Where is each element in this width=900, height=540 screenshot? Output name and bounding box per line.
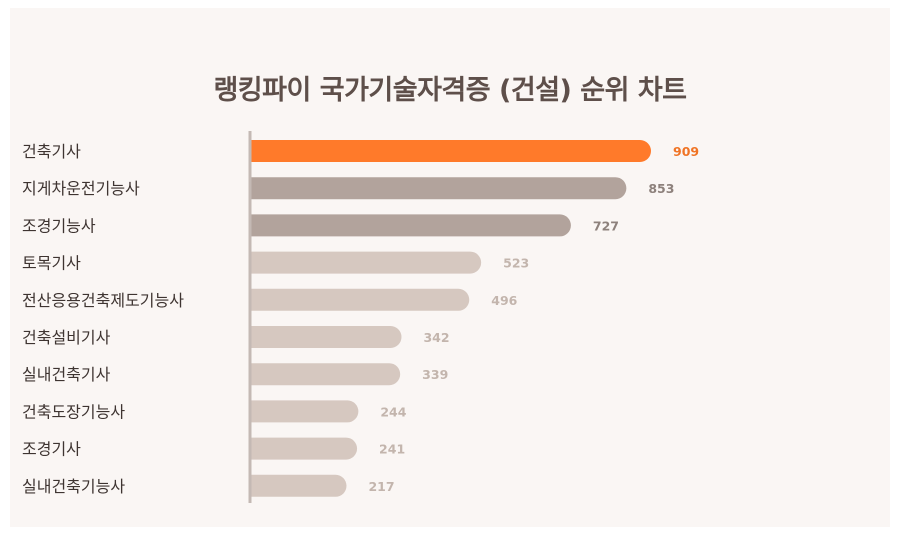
bar <box>251 288 470 311</box>
category-label: 조경기사 <box>22 440 81 459</box>
value-label: 496 <box>491 293 517 308</box>
value-label: 853 <box>648 181 674 196</box>
bar <box>251 140 651 162</box>
bar <box>251 251 482 274</box>
value-label: 217 <box>368 479 394 494</box>
category-label: 지게차운전기능사 <box>22 179 140 198</box>
value-label: 727 <box>593 218 619 233</box>
bar <box>251 326 402 348</box>
category-label: 실내건축기능사 <box>22 477 125 496</box>
value-label: 244 <box>380 404 406 419</box>
bar <box>251 400 359 423</box>
value-label: 339 <box>422 367 448 382</box>
chart-title: 랭킹파이 국가기술자격증 (건설) 순위 차트 <box>213 75 687 106</box>
bar <box>251 474 347 497</box>
category-label: 조경기능사 <box>22 216 96 235</box>
bar <box>251 177 627 200</box>
category-label: 토목기사 <box>22 254 81 273</box>
bar <box>251 437 358 460</box>
category-label: 건축설비기사 <box>22 328 111 347</box>
value-label: 342 <box>423 330 449 345</box>
value-label: 909 <box>673 144 699 159</box>
value-label: 523 <box>503 256 529 271</box>
category-label: 실내건축기사 <box>22 365 111 384</box>
category-label: 전산응용건축제도기능사 <box>22 291 184 310</box>
category-label: 건축기사 <box>22 142 81 161</box>
bar <box>251 363 401 386</box>
category-label: 건축도장기능사 <box>22 402 125 421</box>
value-label: 241 <box>379 442 405 457</box>
bar <box>251 214 571 237</box>
